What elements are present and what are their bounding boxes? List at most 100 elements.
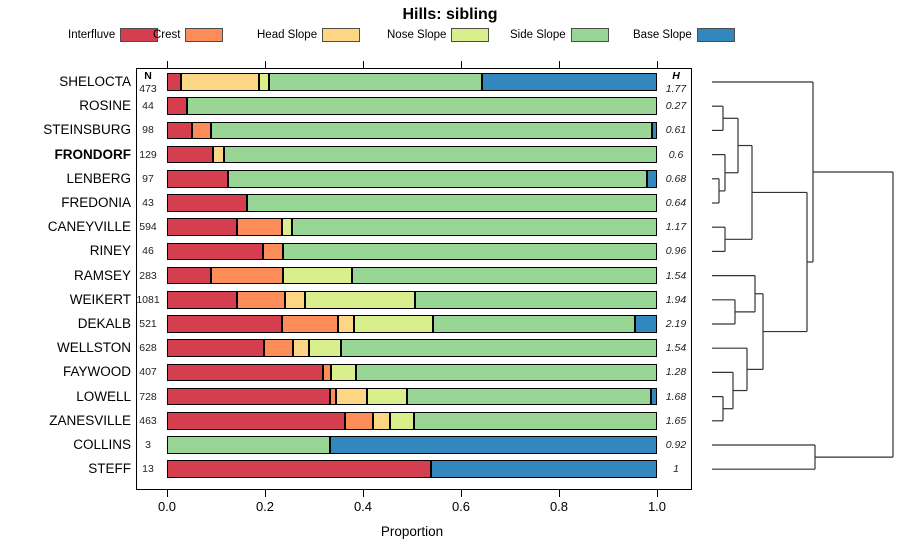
- bar-segment: [330, 387, 337, 406]
- stacked-bar: [167, 194, 657, 212]
- x-axis-tick: [559, 490, 560, 497]
- bar-segment: [356, 363, 657, 382]
- legend-swatch: [322, 28, 361, 42]
- h-value: 1: [673, 463, 679, 476]
- row-label: ROSINE: [79, 98, 131, 114]
- bar-segment: [337, 315, 355, 333]
- n-value: 463: [139, 414, 157, 427]
- stacked-bar: [167, 242, 657, 261]
- stacked-bar: [167, 339, 657, 357]
- x-axis-tick-label: 0.2: [255, 499, 275, 514]
- x-axis-tick: [167, 61, 168, 68]
- row-label: WEIKERT: [69, 291, 131, 307]
- n-value: 728: [139, 390, 157, 403]
- h-value: 1.68: [665, 390, 687, 403]
- stacked-bar: [167, 412, 657, 430]
- x-axis-tick: [657, 61, 658, 68]
- stacked-bar: [167, 97, 657, 115]
- stacked-bar: [167, 73, 657, 91]
- h-value: 0.6: [668, 148, 684, 161]
- h-value: 1.28: [665, 366, 687, 379]
- row-label: LENBERG: [66, 170, 131, 186]
- x-axis-tick-label: 0.0: [157, 499, 177, 514]
- bar-segment: [211, 121, 652, 140]
- x-axis-tick-label: 1.0: [647, 499, 667, 514]
- stacked-bar: [167, 145, 657, 164]
- legend-label: Interfluve: [68, 29, 116, 41]
- h-value: 1.65: [665, 414, 687, 427]
- legend-item: Side Slope: [510, 27, 609, 43]
- bar-segment: [181, 73, 259, 91]
- bar-segment: [433, 315, 635, 333]
- bar-segment: [246, 194, 657, 212]
- row-label: LOWELL: [76, 388, 131, 404]
- stacked-bar: [167, 460, 657, 478]
- bar-segment: [651, 387, 657, 406]
- n-value: 473: [139, 82, 157, 95]
- x-axis-tick: [363, 490, 364, 497]
- bar-segment: [227, 170, 647, 188]
- bar-segment: [167, 460, 432, 478]
- x-axis-tick-label: 0.6: [451, 499, 471, 514]
- legend-swatch: [696, 28, 735, 42]
- legend-swatch: [451, 28, 490, 42]
- bar-segment: [407, 387, 652, 406]
- bar-segment: [167, 412, 345, 430]
- n-value: 1081: [136, 293, 160, 306]
- bar-segment: [167, 121, 192, 140]
- stacked-bar: [167, 121, 657, 140]
- bar-segment: [309, 339, 341, 357]
- bar-segment: [263, 242, 284, 261]
- bar-segment: [646, 170, 657, 188]
- bar-segment: [651, 121, 657, 140]
- bar-segment: [293, 339, 310, 357]
- legend-item: Base Slope: [633, 27, 735, 43]
- n-value: 628: [139, 342, 157, 355]
- stacked-bar: [167, 291, 657, 309]
- bar-segment: [431, 460, 657, 478]
- x-axis-tick: [167, 490, 168, 497]
- row-label: RINEY: [89, 243, 131, 259]
- legend-item: Head Slope: [257, 27, 361, 43]
- bar-segment: [167, 242, 264, 261]
- legend-label: Head Slope: [257, 29, 318, 41]
- bar-segment: [330, 363, 357, 382]
- n-value: 13: [142, 463, 154, 476]
- legend-label: Crest: [153, 29, 181, 41]
- bar-segment: [322, 363, 331, 382]
- bar-segment: [167, 145, 214, 164]
- h-value: 1.54: [665, 269, 687, 282]
- n-value: 407: [139, 366, 157, 379]
- bar-segment: [167, 363, 323, 382]
- bar-segment: [167, 266, 211, 285]
- bar-segment: [340, 339, 657, 357]
- h-value: 0.64: [665, 197, 687, 209]
- h-value: 1.77: [665, 82, 687, 95]
- bar-segment: [167, 387, 331, 406]
- x-axis-label: Proportion: [380, 524, 444, 539]
- bar-segment: [634, 315, 657, 333]
- bar-segment: [344, 412, 374, 430]
- bar-segment: [213, 145, 224, 164]
- x-axis-tick-label: 0.8: [549, 499, 569, 514]
- bar-segment: [389, 412, 415, 430]
- bar-segment: [167, 97, 187, 115]
- bar-segment: [167, 194, 247, 212]
- bar-segment: [258, 73, 270, 91]
- bar-segment: [210, 266, 283, 285]
- h-value: 0.92: [665, 439, 687, 451]
- bar-segment: [237, 291, 285, 309]
- bar-segment: [191, 121, 212, 140]
- legend-swatch: [570, 28, 609, 42]
- row-label: WELLSTON: [56, 340, 131, 356]
- n-value: 594: [139, 221, 157, 234]
- h-value: 0.27: [665, 100, 687, 113]
- h-value: 1.17: [665, 221, 687, 234]
- n-value: 283: [139, 269, 157, 282]
- bar-segment: [167, 73, 182, 91]
- x-axis-tick: [265, 490, 266, 497]
- stacked-bar: [167, 315, 657, 333]
- x-axis-tick: [265, 61, 266, 68]
- bar-segment: [330, 436, 657, 454]
- legend-item: Interfluve: [68, 27, 159, 43]
